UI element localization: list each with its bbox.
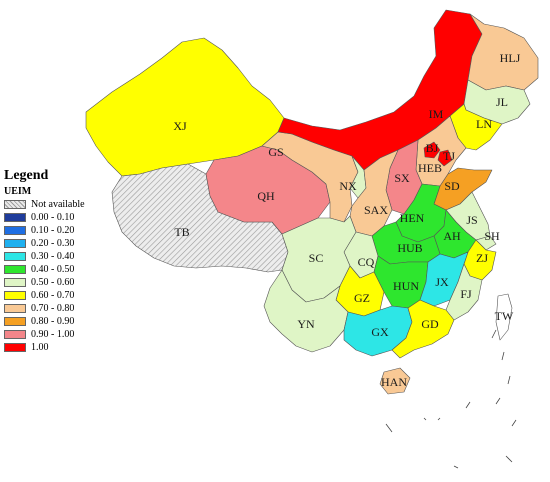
legend-label: 1.00	[31, 342, 49, 353]
legend-swatch	[4, 304, 26, 313]
legend-label: 0.60 - 0.70	[31, 290, 75, 301]
province-label-hen: HEN	[400, 211, 425, 225]
legend-item: 0.50 - 0.60	[4, 277, 144, 288]
legend-swatch	[4, 317, 26, 326]
province-label-ah: AH	[443, 229, 461, 243]
province-label-tj: TJ	[443, 149, 455, 163]
province-label-sc: SC	[309, 251, 324, 265]
legend-label: 0.00 - 0.10	[31, 212, 75, 223]
province-label-jl: JL	[496, 95, 508, 109]
legend-item: 0.00 - 0.10	[4, 212, 144, 223]
province-label-im: IM	[429, 107, 444, 121]
province-label-bj: BJ	[426, 141, 439, 155]
legend-swatch	[4, 343, 26, 352]
legend-item: Not available	[4, 199, 144, 210]
province-label-tb: TB	[174, 225, 189, 239]
legend-swatch	[4, 265, 26, 274]
province-tj	[437, 149, 453, 167]
legend-label: 0.70 - 0.80	[31, 303, 75, 314]
legend-swatch	[4, 330, 26, 339]
legend-swatch	[4, 291, 26, 300]
legend-item: 1.00	[4, 342, 144, 353]
province-label-yn: YN	[297, 317, 315, 331]
legend: Legend UEIM Not available 0.00 - 0.10 0.10…	[4, 168, 144, 355]
province-label-gd: GD	[421, 317, 439, 331]
province-label-js: JS	[466, 213, 477, 227]
province-label-zj: ZJ	[476, 251, 488, 265]
legend-label: 0.50 - 0.60	[31, 277, 75, 288]
legend-item: 0.60 - 0.70	[4, 290, 144, 301]
province-gd	[391, 299, 455, 359]
legend-label: 0.80 - 0.90	[31, 316, 75, 327]
legend-item: 0.30 - 0.40	[4, 251, 144, 262]
province-yn	[263, 269, 349, 353]
province-label-sx: SX	[394, 171, 410, 185]
legend-item: 0.10 - 0.20	[4, 225, 144, 236]
legend-swatch	[4, 278, 26, 287]
legend-swatch	[4, 200, 26, 209]
province-label-nx: NX	[339, 179, 357, 193]
province-label-hlj: HLJ	[500, 51, 521, 65]
province-label-tw: TW	[495, 309, 514, 323]
province-label-gz: GZ	[354, 291, 370, 305]
legend-label: 0.90 - 1.00	[31, 329, 75, 340]
province-han	[379, 367, 411, 395]
province-label-xj: XJ	[173, 119, 187, 133]
legend-label: 0.20 - 0.30	[31, 238, 75, 249]
province-bj	[423, 141, 441, 159]
legend-item: 0.70 - 0.80	[4, 303, 144, 314]
legend-title: Legend	[4, 168, 49, 183]
province-label-hub: HUB	[397, 241, 422, 255]
province-label-sh: SH	[484, 229, 500, 243]
province-label-gs: GS	[268, 145, 283, 159]
legend-item: 0.80 - 0.90	[4, 316, 144, 327]
province-label-sax: SAX	[364, 203, 388, 217]
province-label-gx: GX	[371, 325, 389, 339]
legend-swatch	[4, 226, 26, 235]
province-label-sd: SD	[444, 179, 460, 193]
province-label-jx: JX	[435, 275, 449, 289]
province-label-han: HAN	[381, 375, 407, 389]
islands-group	[385, 329, 517, 469]
legend-swatch	[4, 213, 26, 222]
legend-label: 0.10 - 0.20	[31, 225, 75, 236]
province-label-fj: FJ	[460, 287, 472, 301]
legend-label: 0.40 - 0.50	[31, 264, 75, 275]
legend-swatch	[4, 252, 26, 261]
province-label-qh: QH	[257, 189, 275, 203]
legend-item: 0.40 - 0.50	[4, 264, 144, 275]
legend-swatch	[4, 239, 26, 248]
legend-label: Not available	[31, 199, 85, 210]
province-tw	[495, 293, 513, 341]
legend-label: 0.30 - 0.40	[31, 251, 75, 262]
province-fj	[445, 263, 483, 321]
legend-subtitle: UEIM	[4, 186, 32, 197]
province-label-cq: CQ	[358, 255, 375, 269]
legend-item: 0.90 - 1.00	[4, 329, 144, 340]
legend-item: 0.20 - 0.30	[4, 238, 144, 249]
province-label-heb: HEB	[418, 161, 442, 175]
legend-items: Not available 0.00 - 0.10 0.10 - 0.20 0.20 …	[4, 199, 144, 353]
province-label-ln: LN	[476, 117, 492, 131]
province-label-hun: HUN	[393, 279, 419, 293]
